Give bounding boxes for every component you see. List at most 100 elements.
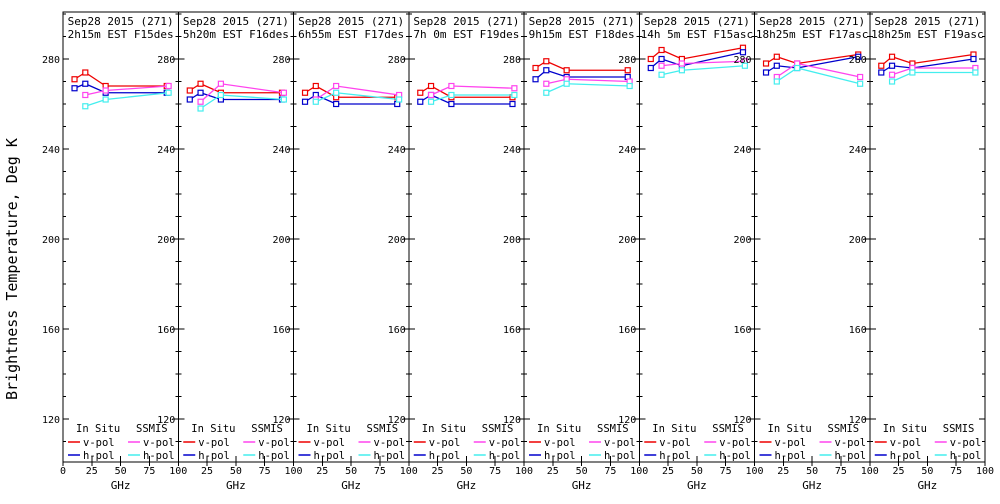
x-tick-label: 100 [745,466,763,477]
series-line-ssmis_h [85,92,169,107]
y-tick-label: 120 [42,415,60,426]
data-point-marker [301,89,309,96]
x-tick-label: 50 [576,466,588,477]
data-point-marker [563,67,570,74]
data-point-marker [217,91,224,99]
legend-vpol-hpol-label: v-pol [604,437,636,449]
x-tick-label: 25 [893,466,905,477]
y-tick-label: 200 [42,235,60,246]
legend-vpol-hpol-label: v-pol [719,437,751,449]
series-line-ssmis_v [891,67,976,76]
x-tick-label: 75 [950,466,962,477]
y-tick-label: 240 [618,145,636,156]
x-axis-unit-label: GHz [917,479,937,492]
data-point-marker [658,46,665,54]
panel-subtitle: 18h25m EST F17asc [756,28,869,41]
legend-vpol-hpol-label: h-pol [489,450,521,462]
panel-8: Sep28 2015 (271)18h25m EST F19asc 280 240 2… [849,11,994,492]
x-tick-label: 100 [630,466,648,477]
panel-subtitle: 14h 5m EST F15asc [641,28,754,41]
x-tick-label: 75 [143,466,155,477]
x-tick-label: 75 [604,466,616,477]
y-tick-label: 120 [503,415,521,426]
y-tick-label: 200 [733,235,751,246]
y-tick-label: 280 [503,55,521,66]
x-tick-label: 25 [316,466,328,477]
data-point-marker [186,96,193,103]
x-tick-label: 75 [835,466,847,477]
legend-vpol-hpol-label: h-pol [143,450,175,462]
legend-vpol-hpol-label: v-pol [314,437,346,449]
data-point-marker [511,85,518,92]
y-tick-label: 120 [849,415,867,426]
panel-5: Sep28 2015 (271)9h15m EST F18des 280 240 20… [503,11,648,492]
legend-insitu-header: In Situ [76,423,120,435]
data-point-marker [532,64,539,72]
data-point-marker [773,53,780,60]
panel-title: Sep28 2015 (271) [874,15,980,28]
legend-ssmis-header: SSMIS [367,423,399,435]
panels-group: Sep28 2015 (271)2h15m EST F15des28024020… [42,11,994,492]
y-tick-label: 160 [272,325,290,336]
x-tick-label: 75 [259,466,271,477]
legend-vpol-hpol-label: h-pol [374,450,406,462]
y-tick-label: 240 [849,145,867,156]
y-tick-label: 160 [503,325,521,336]
x-axis-unit-label: GHz [687,479,707,492]
data-point-marker [197,98,204,105]
panel-6: Sep28 2015 (271)14h 5m EST F15asc 280 240 2… [618,11,764,492]
y-tick-label: 200 [618,235,636,246]
legend-insitu-header: In Situ [883,423,927,435]
data-point-marker [417,98,424,105]
series-line-in_situ_h [880,58,974,74]
y-tick-label: 120 [388,415,406,426]
legend-ssmis-header: SSMIS [828,423,860,435]
data-point-marker [678,67,685,74]
data-point-marker [878,69,885,76]
data-point-marker [427,91,435,99]
legend-vpol-hpol-label: h-pol [429,450,461,462]
data-point-marker [102,87,109,94]
x-axis-unit-label: GHz [111,479,131,492]
series-line-in_situ_h [189,92,282,101]
data-point-marker [165,89,172,96]
legend-vpol-hpol-label: v-pol [950,437,982,449]
data-point-marker [102,96,109,103]
panel-title: Sep28 2015 (271) [644,15,750,28]
data-point-marker [448,100,455,108]
legend-ssmis-header: SSMIS [251,423,283,435]
y-tick-label: 120 [733,415,751,426]
legend-insitu-header: In Situ [652,423,696,435]
data-point-marker [71,85,78,92]
y-tick-label: 280 [618,55,636,66]
data-point-marker [773,62,780,69]
x-tick-label: 25 [662,466,674,477]
x-tick-label: 50 [230,466,242,477]
series-line-in_situ_h [304,94,398,105]
data-point-marker [427,98,435,105]
data-point-marker [855,53,862,60]
legend-insitu-header: In Situ [537,423,581,435]
x-tick-label: 75 [489,466,501,477]
y-tick-label: 160 [157,325,175,336]
legend-ssmis-header: SSMIS [943,423,975,435]
panel-title: Sep28 2015 (271) [183,15,289,28]
data-point-marker [543,58,550,65]
y-tick-label: 120 [157,415,175,426]
x-tick-label: 25 [201,466,213,477]
data-point-marker [762,69,770,76]
x-tick-label: 100 [400,466,418,477]
data-point-marker [658,55,665,63]
legend-vpol-hpol-label: h-pol [544,450,576,462]
x-axis-unit-label: GHz [572,479,592,492]
panel-title: Sep28 2015 (271) [298,15,404,28]
data-point-marker [280,96,287,103]
panel-title: Sep28 2015 (271) [68,15,174,28]
data-point-marker [396,96,403,103]
y-tick-label: 200 [849,235,867,246]
x-tick-label: 50 [691,466,703,477]
x-tick-label: 50 [460,466,472,477]
y-tick-label: 280 [849,55,867,66]
legend-vpol-hpol-label: v-pol [544,437,576,449]
panel-subtitle: 5h20m EST F16des [183,28,289,41]
